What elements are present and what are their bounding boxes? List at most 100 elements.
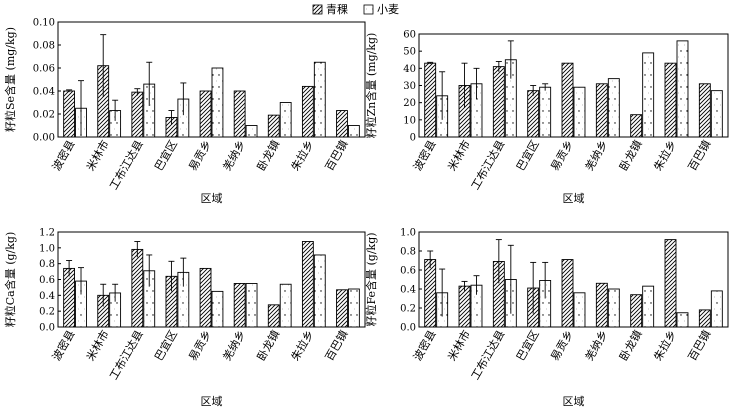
bar-highland-barley <box>595 83 608 138</box>
bar-wheat <box>642 52 655 138</box>
y-tick-label: 0.8 <box>400 247 416 258</box>
y-tick-label: 0.2 <box>400 304 416 315</box>
bar-highland-barley <box>301 85 314 138</box>
bar-highland-barley <box>527 90 540 138</box>
bar-wheat <box>313 254 326 328</box>
bar-highland-barley <box>267 304 280 328</box>
y-tick-label: 1.2 <box>39 228 55 239</box>
y-tick-label: 0.08 <box>33 41 55 52</box>
y-tick-label: 0.04 <box>33 87 55 98</box>
y-axis-title: 籽粒Fe含量 (g/kg) <box>364 232 378 326</box>
category-label: 易贡乡 <box>186 328 214 363</box>
x-axis-title: 区域 <box>563 395 585 408</box>
category-label: 巴宜区 <box>513 138 542 174</box>
bar-highland-barley <box>131 248 144 328</box>
bar-highland-barley <box>561 259 574 328</box>
category-label: 百巴镇 <box>322 138 351 174</box>
bar-highland-barley <box>664 62 677 138</box>
category-label: 羌纳乡 <box>583 138 611 173</box>
legend: 青稞 小麦 <box>312 2 399 16</box>
bar-wheat <box>710 90 723 138</box>
y-tick-label: 1.0 <box>39 243 55 254</box>
y-tick-label: 10 <box>403 115 416 126</box>
category-label: 卧龙镇 <box>616 138 645 174</box>
bar-highland-barley <box>267 114 280 138</box>
category-label: 羌纳乡 <box>583 328 611 363</box>
bar-highland-barley <box>336 110 348 138</box>
category-label: 工布江达县 <box>107 138 146 192</box>
bar-highland-barley <box>698 309 711 328</box>
y-axis-title: 籽粒Se含量 (mg/kg) <box>3 27 17 132</box>
y-tick-label: 1.0 <box>400 228 416 239</box>
category-label: 巴宜区 <box>151 138 180 174</box>
y-tick-label: 0.4 <box>39 291 55 302</box>
legend-swatch-dots <box>363 4 374 15</box>
x-axis-title: 区域 <box>201 395 223 408</box>
y-tick-label: 0.10 <box>33 18 55 29</box>
bar-highland-barley <box>630 114 643 138</box>
y-tick-label: 0.8 <box>39 259 55 270</box>
category-label: 卧龙镇 <box>254 138 283 174</box>
bar-wheat <box>347 125 360 138</box>
legend-label-2: 小麦 <box>377 3 399 16</box>
bar-wheat <box>676 312 689 328</box>
bar-wheat <box>710 290 723 328</box>
category-label: 羌纳乡 <box>220 328 248 363</box>
y-tick-label: 0.06 <box>33 64 55 75</box>
category-label: 百巴镇 <box>685 138 714 174</box>
bar-wheat <box>573 292 586 328</box>
bar-highland-barley <box>664 239 677 328</box>
bar-highland-barley <box>424 259 437 328</box>
y-tick-label: 20 <box>403 98 416 109</box>
category-label: 百巴镇 <box>685 328 714 364</box>
y-tick-label: 50 <box>403 47 416 58</box>
y-tick-label: 0.6 <box>400 266 416 277</box>
category-label: 朱拉乡 <box>650 328 679 364</box>
category-label: 巴宜区 <box>513 328 542 364</box>
x-axis-title: 区域 <box>563 192 585 205</box>
bar-highland-barley <box>301 241 314 328</box>
category-label: 朱拉乡 <box>288 328 317 364</box>
bar-highland-barley <box>233 283 246 328</box>
y-tick-label: 0.4 <box>400 285 416 296</box>
bar-wheat <box>211 67 224 138</box>
bar-wheat <box>676 40 689 138</box>
axes-frame <box>418 231 729 328</box>
category-label: 米林市 <box>83 138 112 174</box>
bar-wheat <box>279 102 292 138</box>
bar-highland-barley <box>698 83 711 138</box>
bar-wheat <box>245 125 258 138</box>
y-tick-label: 40 <box>403 64 416 75</box>
bar-wheat <box>313 61 326 138</box>
bar-wheat <box>245 283 258 328</box>
category-label: 工布江达县 <box>107 328 146 382</box>
category-label: 卧龙镇 <box>254 328 283 364</box>
bar-wheat <box>607 288 620 328</box>
y-axis-title: 籽粒Ca含量 (g/kg) <box>3 232 17 328</box>
bar-highland-barley <box>63 267 76 328</box>
category-label: 工布江达县 <box>469 328 508 382</box>
bar-highland-barley <box>492 66 505 138</box>
bar-highland-barley <box>131 91 144 138</box>
axes-frame <box>57 21 366 138</box>
category-label: 卧龙镇 <box>616 328 645 364</box>
category-label: 巴宜区 <box>151 328 180 364</box>
bar-highland-barley <box>458 285 471 328</box>
bar-highland-barley <box>336 289 348 328</box>
category-label: 米林市 <box>444 138 473 174</box>
y-tick-label: 0 <box>410 133 416 144</box>
bar-highland-barley <box>233 90 246 138</box>
y-tick-label: 0.0 <box>39 323 55 334</box>
bar-highland-barley <box>63 90 76 138</box>
bar-highland-barley <box>630 294 643 328</box>
category-label: 朱拉乡 <box>288 138 317 174</box>
y-tick-label: 0.6 <box>39 275 55 286</box>
category-label: 米林市 <box>83 328 112 364</box>
category-label: 米林市 <box>444 328 473 364</box>
category-label: 易贡乡 <box>548 328 576 363</box>
